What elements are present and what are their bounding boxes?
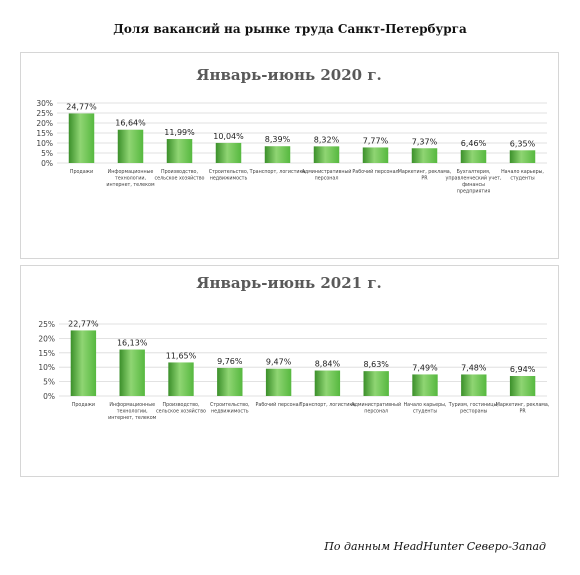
category-label: рестораны <box>460 410 487 415</box>
category-label: Информационные <box>109 402 155 408</box>
bar <box>461 374 487 396</box>
bar <box>168 362 194 396</box>
bar <box>313 146 340 163</box>
y-tick-label: 15% <box>38 349 55 358</box>
category-label: Бухгалтерия, <box>457 169 491 175</box>
category-label: Строительство, <box>210 402 250 408</box>
bar <box>411 148 438 163</box>
bar <box>70 330 97 396</box>
category-label: Транспорт, логистика <box>299 402 356 408</box>
category-label: предприятия <box>457 190 491 195</box>
data-label: 9,47% <box>266 358 292 367</box>
category-label: недвижимость <box>210 177 248 182</box>
category-label: Продажи <box>72 402 95 408</box>
category-label: Транспорт, логистика <box>249 169 306 175</box>
data-label: 11,65% <box>166 351 197 360</box>
bar <box>265 368 292 396</box>
y-tick-label: 20% <box>36 119 53 128</box>
category-label: Маркетинг, реклама, <box>398 169 452 175</box>
y-tick-label: 0% <box>43 392 55 401</box>
chart-title: Январь-июнь 2021 г. <box>196 274 382 292</box>
category-label: Продажи <box>70 169 93 175</box>
category-label: Строительство, <box>209 169 249 175</box>
bar <box>264 146 291 163</box>
data-label: 24,77% <box>66 102 97 111</box>
category-label: технологии, <box>117 410 148 415</box>
y-tick-label: 5% <box>43 378 55 387</box>
category-label: Информационные <box>108 169 154 175</box>
category-label: персонал <box>364 410 388 415</box>
chart-panel-2020: Январь-июнь 2020 г. 0% 5% 10% 15% 20% 25% 30% 24… <box>20 52 559 259</box>
category-label: PR <box>519 409 526 415</box>
category-label: Маркетинг, реклама, <box>496 402 550 408</box>
chart-2021: Январь-июнь 2021 г. 0% 5% 10% 15% 20% 25% 22,77… <box>38 274 550 421</box>
y-tick-label: 25% <box>36 109 53 118</box>
category-label: Рабочий персонал <box>256 401 302 408</box>
category-label: Производство, <box>161 169 199 175</box>
category-label: Производство, <box>162 402 200 408</box>
bar <box>460 150 487 163</box>
category-label: Начало карьеры, <box>501 169 544 175</box>
y-tick-label: 10% <box>38 363 55 372</box>
data-label: 7,77% <box>363 136 389 145</box>
bar <box>509 376 536 396</box>
bar <box>166 139 193 163</box>
y-tick-label: 25% <box>38 320 55 329</box>
bar <box>217 367 243 396</box>
page-title: Доля вакансий на рынке труда Санкт-Петер… <box>113 22 467 36</box>
category-label: интернет, телеком <box>106 183 155 188</box>
source-note: По данным HeadHunter Северо-Запад <box>324 540 546 553</box>
bar <box>117 129 144 163</box>
category-label: Административный <box>351 401 401 408</box>
bar <box>314 370 341 396</box>
category-label: недвижимость <box>211 410 249 415</box>
category-label: управленческий учет, <box>446 175 502 182</box>
category-label: технологии, <box>115 177 146 182</box>
y-tick-label: 5% <box>41 149 53 158</box>
category-label: персонал <box>315 177 339 182</box>
data-label: 6,94% <box>510 365 536 374</box>
data-label: 8,84% <box>315 360 341 369</box>
data-label: 10,04% <box>213 132 244 141</box>
data-label: 6,35% <box>510 139 536 148</box>
data-label: 7,48% <box>461 363 487 372</box>
data-label: 16,13% <box>117 339 148 348</box>
data-label: 11,99% <box>164 128 195 137</box>
bar <box>412 374 438 396</box>
category-label: PR <box>421 176 428 182</box>
bar <box>215 142 242 163</box>
bar <box>119 349 145 396</box>
y-tick-label: 10% <box>36 139 53 148</box>
category-label: Рабочий персонал <box>352 168 398 175</box>
data-label: 8,39% <box>265 135 291 144</box>
y-tick-label: 0% <box>41 159 53 168</box>
y-tick-label: 15% <box>36 129 53 138</box>
chart-panel-2021: Январь-июнь 2021 г. 0% 5% 10% 15% 20% 25% 22,77… <box>20 265 559 477</box>
category-label: Туризм, гостиницы, <box>448 402 499 408</box>
category-label: сельское хозяйство <box>155 175 205 182</box>
category-label: интернет, телеком <box>108 416 157 421</box>
data-label: 16,64% <box>115 119 146 128</box>
bar <box>362 147 389 163</box>
category-label: студенты <box>510 177 534 182</box>
bar <box>68 113 95 163</box>
y-tick-label: 20% <box>38 334 55 343</box>
y-tick-label: 30% <box>36 99 53 108</box>
data-label: 22,77% <box>68 319 99 328</box>
category-label: финансы <box>462 182 485 188</box>
data-label: 7,49% <box>412 363 438 372</box>
data-label: 8,32% <box>314 135 340 144</box>
chart-title: Январь-июнь 2020 г. <box>196 66 382 84</box>
category-label: Начало карьеры, <box>404 402 447 408</box>
chart-2020: Январь-июнь 2020 г. 0%5%10%15%20%25%30% 24… <box>36 66 547 195</box>
bar <box>509 150 536 163</box>
category-label: сельское хозяйство <box>156 408 206 415</box>
data-label: 8,63% <box>363 360 389 369</box>
category-label: студенты <box>413 410 437 415</box>
data-label: 7,37% <box>412 137 438 146</box>
data-label: 9,76% <box>217 357 243 366</box>
category-label: Административный <box>302 168 352 175</box>
bar <box>363 371 389 396</box>
data-label: 6,46% <box>461 139 487 148</box>
